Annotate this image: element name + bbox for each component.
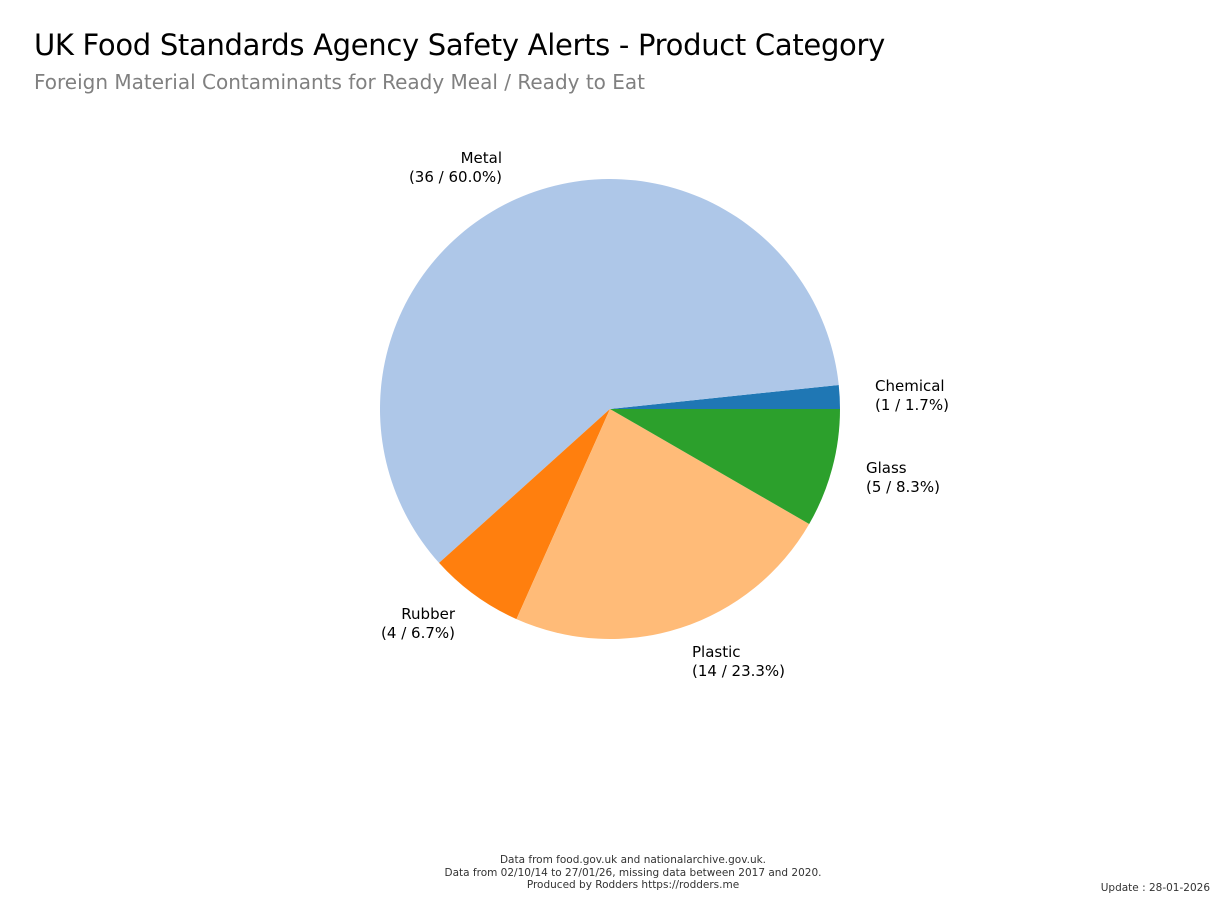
pie-slice-glass	[610, 409, 840, 524]
chart-subtitle: Foreign Material Contaminants for Ready …	[34, 70, 645, 94]
chart-title: UK Food Standards Agency Safety Alerts -…	[34, 28, 885, 62]
slice-label-value: (4 / 6.7%)	[381, 624, 455, 642]
footer-line-2: Data from 02/10/14 to 27/01/26, missing …	[444, 866, 822, 879]
slice-label-value: (36 / 60.0%)	[409, 168, 502, 186]
slice-label-name: Rubber	[401, 605, 456, 623]
slice-label-value: (5 / 8.3%)	[866, 478, 940, 496]
slice-label-metal: Metal (36 / 60.0%)	[409, 149, 502, 186]
update-date: Update : 28-01-2026	[1100, 882, 1210, 894]
slice-label-plastic: Plastic (14 / 23.3%)	[692, 643, 785, 680]
footer-notes: Data from food.gov.uk and nationalarchiv…	[0, 854, 1220, 892]
pie-slice-rubber	[439, 409, 610, 620]
pie-slice-chemical	[610, 384, 840, 409]
slice-label-value: (14 / 23.3%)	[692, 662, 785, 680]
slice-label-glass: Glass (5 / 8.3%)	[866, 459, 940, 496]
footer-line-3: Produced by Rodders https://rodders.me	[526, 879, 740, 891]
slice-label-name: Plastic	[692, 643, 741, 661]
slice-label-value: (1 / 1.7%)	[875, 396, 949, 414]
slice-label-chemical: Chemical (1 / 1.7%)	[875, 377, 949, 414]
footer-line-1: Data from food.gov.uk and nationalarchiv…	[499, 854, 767, 866]
pie-slice-metal	[379, 179, 839, 563]
slice-label-name: Glass	[866, 459, 907, 477]
slice-label-rubber: Rubber (4 / 6.7%)	[381, 605, 456, 642]
slice-label-name: Metal	[461, 149, 502, 167]
slice-label-name: Chemical	[875, 377, 945, 395]
pie-slice-plastic	[516, 409, 810, 639]
